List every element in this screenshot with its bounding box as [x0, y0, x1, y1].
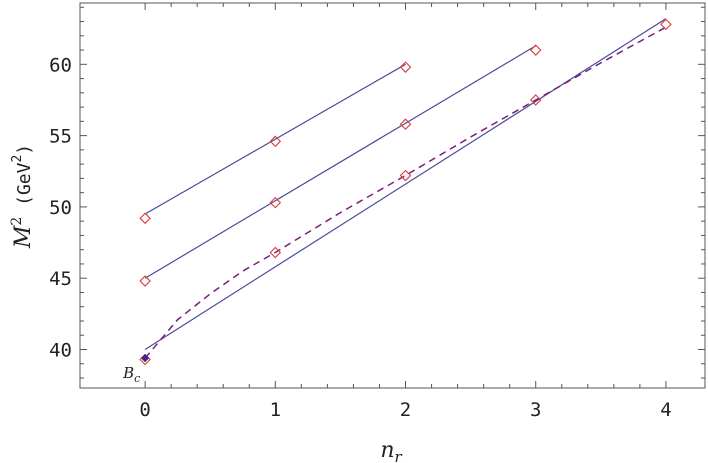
data-point	[399, 61, 412, 73]
x-tick-label: 0	[139, 399, 150, 421]
fit-lines	[144, 18, 667, 351]
regge-fit-line	[144, 45, 537, 279]
data-point	[269, 246, 282, 259]
y-tick-label: 40	[49, 340, 72, 362]
x-tick-label: 1	[270, 399, 281, 421]
x-tick-label: 3	[530, 399, 541, 421]
y-axis-label-unit-sup: 2	[10, 155, 25, 163]
y-tick-label: 60	[49, 54, 72, 76]
data-point	[660, 18, 672, 31]
data-point	[399, 169, 412, 182]
y-axis-label-sup: 2	[9, 217, 25, 226]
dashed-curves	[144, 26, 667, 359]
ticks	[80, 3, 705, 388]
regge-fit-line	[144, 63, 406, 215]
x-tick-label: 2	[400, 399, 411, 421]
data-point	[139, 275, 151, 287]
bc-filled-point	[140, 353, 150, 363]
bc-annotation-sub: c	[134, 372, 140, 385]
data-point	[399, 118, 412, 130]
regge-fit-line	[144, 18, 667, 351]
y-axis-label: M2 (GeV2)	[9, 144, 36, 249]
data-point	[529, 44, 542, 56]
markers	[139, 18, 672, 366]
y-tick-label: 45	[49, 268, 72, 290]
y-axis-label-unit: (GeV	[14, 162, 35, 216]
x-axis-label-sub: r	[395, 448, 403, 463]
bc-annotation: Bc	[122, 364, 140, 385]
data-point	[529, 94, 542, 106]
y-tick-label: 50	[49, 197, 72, 219]
data-point	[139, 212, 151, 225]
y-tick-label: 55	[49, 126, 72, 148]
tick-labels: 0 1 2 3 4 40 45 50 55 60	[49, 54, 672, 421]
data-point	[269, 135, 282, 148]
y-axis-label-unit-close: )	[14, 144, 35, 155]
data-point	[269, 196, 282, 209]
dashed-fit-curve	[144, 26, 667, 359]
plot-frame	[79, 2, 706, 389]
x-tick-label: 4	[660, 399, 671, 421]
x-axis-label: nr	[380, 438, 402, 463]
